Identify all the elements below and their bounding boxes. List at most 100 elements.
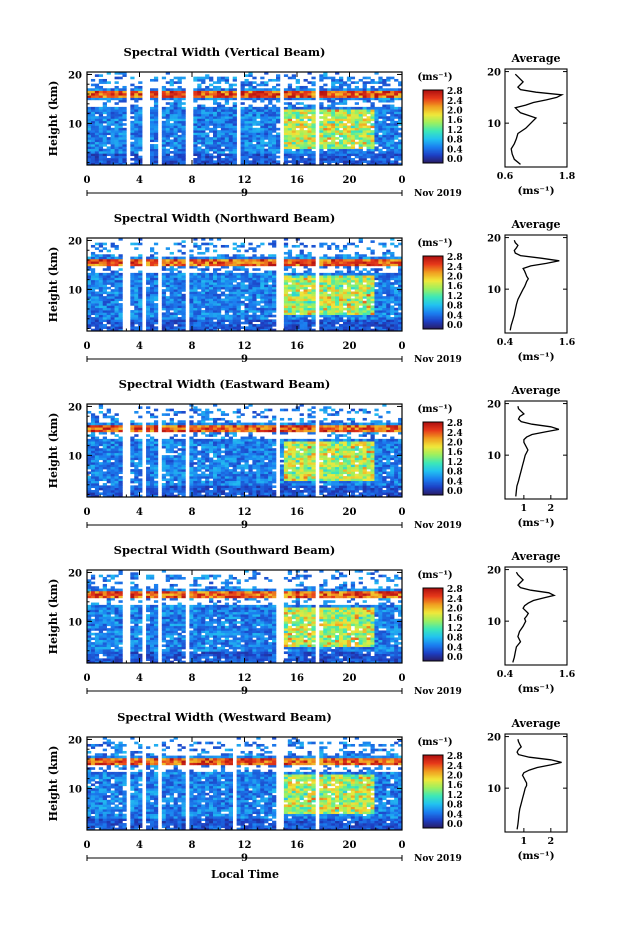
heatmap-cell: [362, 160, 367, 163]
heatmap-cell: [378, 111, 383, 115]
heatmap-cell: [342, 116, 348, 119]
heatmap-cell: [264, 317, 269, 320]
heatmap-cell: [378, 130, 383, 133]
heatmap-cell: [181, 289, 186, 292]
heatmap-cell: [350, 123, 356, 126]
heatmap-cell: [193, 319, 198, 323]
heatmap-cell: [366, 134, 371, 138]
heatmap-cell: [106, 422, 111, 426]
heatmap-cell: [354, 263, 359, 267]
heatmap-cell: [240, 242, 245, 246]
heatmap-cell: [264, 137, 269, 140]
heatmap-cell: [323, 286, 328, 290]
x-tick-label: 8: [189, 341, 196, 352]
heatmap-cell: [350, 312, 356, 316]
heatmap-cell: [87, 263, 92, 267]
heatmap-cell: [90, 132, 96, 136]
heatmap-cell: [90, 494, 96, 498]
heatmap-cell: [87, 310, 92, 313]
heatmap-cell: [213, 303, 218, 306]
heatmap-cell: [94, 83, 100, 87]
heatmap-cell: [386, 141, 391, 145]
heatmap-cell: [90, 106, 96, 110]
heatmap-cell: [98, 284, 104, 288]
heatmap-cell: [283, 244, 289, 248]
heatmap-cell: [295, 106, 300, 110]
heatmap-cell: [201, 139, 206, 143]
heatmap-cell: [252, 284, 257, 288]
heatmap-cell: [165, 314, 170, 318]
heatmap-cell: [362, 88, 367, 91]
heatmap-cell: [335, 155, 340, 159]
heatmap-cell: [299, 123, 304, 126]
heatmap-cell: [366, 317, 371, 320]
heatmap-cell: [240, 123, 245, 126]
heatmap-cell: [106, 120, 111, 124]
heatmap-cell: [150, 275, 155, 278]
heatmap-cell: [283, 137, 289, 140]
heatmap-cell: [283, 275, 289, 278]
heatmap-cell: [244, 97, 249, 101]
heatmap-cell: [110, 289, 115, 292]
heatmap-cell: [370, 312, 375, 316]
heatmap-cell: [366, 92, 371, 96]
heatmap-cell: [118, 132, 123, 136]
heatmap-cell: [295, 139, 300, 143]
heatmap-cell: [205, 123, 210, 126]
heatmap-cell: [94, 151, 100, 154]
heatmap-cell: [319, 314, 324, 318]
heatmap-cell: [134, 319, 139, 323]
heatmap-cell: [240, 254, 245, 257]
heatmap-cell: [102, 139, 107, 143]
heatmap-cell: [260, 95, 265, 98]
colorbar-tick-label: 1.6: [447, 282, 463, 292]
heatmap-cell: [287, 249, 293, 253]
heatmap-cell: [268, 132, 273, 136]
heatmap-cell: [90, 417, 96, 421]
heatmap-cell: [307, 272, 312, 276]
heatmap-cell: [319, 92, 324, 96]
heatmap-cell: [165, 284, 170, 288]
heatmap-cell: [193, 109, 198, 112]
heatmap-cell: [354, 102, 359, 105]
heatmap-cell: [209, 314, 214, 318]
heatmap-cell: [299, 88, 304, 91]
heatmap-cell: [138, 291, 143, 295]
heatmap-cell: [370, 148, 375, 152]
heatmap-cell: [138, 85, 143, 89]
colorbar-segment: [423, 285, 443, 287]
heatmap-cell: [327, 158, 332, 161]
heatmap-cell: [220, 328, 226, 332]
heatmap-cell: [346, 118, 352, 122]
heatmap-cell: [319, 109, 324, 112]
heatmap-cell: [209, 141, 214, 145]
heatmap-cell: [335, 261, 340, 264]
heatmap-cell: [394, 116, 399, 119]
heatmap-cell: [260, 137, 265, 140]
heatmap-cell: [118, 254, 123, 257]
heatmap-cell: [193, 298, 198, 302]
heatmap-cell: [382, 319, 387, 323]
heatmap-cell: [110, 118, 115, 122]
heatmap-cell: [224, 139, 230, 143]
heatmap-cell: [268, 144, 273, 147]
heatmap-cell: [303, 284, 308, 288]
heatmap-cell: [153, 88, 159, 91]
heatmap-cell: [193, 293, 198, 297]
heatmap-cell: [366, 312, 371, 316]
heatmap-cell: [358, 317, 363, 320]
heatmap-cell: [327, 319, 332, 323]
heatmap-cell: [134, 247, 139, 250]
heatmap-cell: [386, 123, 391, 126]
heatmap-cell: [299, 92, 304, 96]
heatmap-cell: [346, 265, 352, 269]
heatmap-cell: [398, 111, 403, 115]
heatmap-cell: [87, 289, 92, 292]
heatmap-cell: [327, 146, 332, 150]
heatmap-cell: [201, 242, 206, 246]
heatmap-cell: [370, 155, 375, 159]
heatmap-cell: [398, 319, 403, 323]
heatmap-cell: [106, 256, 111, 260]
heatmap-cell: [287, 95, 293, 98]
